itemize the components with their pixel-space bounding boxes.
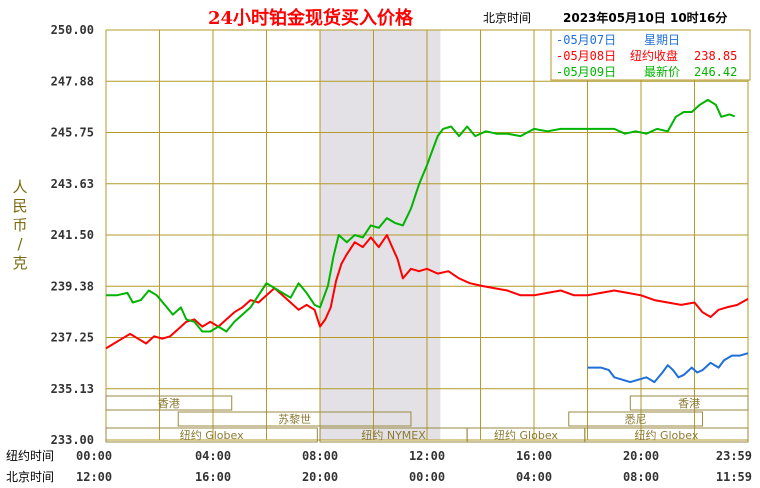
session-bracket (177, 411, 412, 427)
x-tick-bj: 08:00 (623, 470, 659, 484)
session-band: 纽约 Globex (105, 427, 318, 443)
session-label: 香港 (158, 397, 180, 410)
chart-title: 24小时铂金现货买入价格 (208, 7, 414, 29)
x-tick-labels: 00:00 04:00 08:00 12:00 16:00 20:00 23:59 12:00… (76, 449, 752, 484)
timezone-label: 北京时间 (483, 11, 531, 25)
bj-time-row-label: 北京时间 (6, 470, 54, 484)
grid (105, 29, 749, 441)
x-tick-bj: 12:00 (76, 470, 112, 484)
session-band: 香港 (105, 395, 233, 411)
series-line-05月07日 (587, 352, 749, 384)
x-tick-ny: 00:00 (76, 449, 112, 463)
y-tick-label: 239.38 (51, 279, 94, 293)
x-tick-ny: 23:59 (716, 449, 752, 463)
legend-label-green: 最新价 (644, 64, 680, 79)
y-tick-labels: 250.00 247.88 245.75 243.63 241.50 239.38 237.… (51, 23, 94, 447)
legend-prefix-blue: -05月07日 (556, 33, 616, 47)
session-label: 纽约 Globex (180, 428, 244, 442)
y-tick-label: 247.88 (51, 74, 94, 88)
session-label: 悉尼 (625, 413, 647, 426)
y-tick-label: 235.13 (51, 382, 94, 396)
legend: -05月07日 星期日 -05月08日 纽约收盘 238.85 -05月09日 … (550, 29, 751, 81)
y-axis-title-char: 人 (12, 178, 27, 196)
session-bracket (105, 395, 233, 411)
x-tick-ny: 08:00 (302, 449, 338, 463)
series-line-05月08日 (105, 234, 749, 350)
x-tick-bj: 04:00 (516, 470, 552, 484)
x-tick-ny: 12:00 (409, 449, 445, 463)
ny-time-row-label: 纽约时间 (6, 448, 54, 463)
session-label: 纽约 NYMEX (361, 428, 426, 442)
session-band: 纽约 Globex (584, 427, 749, 443)
x-tick-bj: 20:00 (302, 470, 338, 484)
x-tick-ny: 04:00 (195, 449, 231, 463)
y-tick-label: 233.00 (51, 433, 94, 447)
session-band: 苏黎世 (177, 411, 412, 427)
legend-value-red: 238.85 (694, 49, 737, 63)
legend-prefix-green: -05月09日 (556, 65, 616, 79)
y-tick-label: 245.75 (51, 126, 94, 140)
legend-label-blue: 星期日 (644, 33, 680, 47)
y-axis-title-char: 克 (12, 254, 27, 272)
y-tick-label: 241.50 (51, 228, 94, 242)
x-tick-bj: 00:00 (409, 470, 445, 484)
y-tick-label: 237.25 (51, 331, 94, 345)
session-bracket (568, 411, 704, 427)
session-band: 悉尼 (568, 411, 704, 427)
session-bracket (105, 427, 318, 443)
series-lines (105, 98, 749, 384)
x-tick-bj: 16:00 (195, 470, 231, 484)
y-axis-title-char: / (17, 235, 23, 253)
session-bracket (584, 427, 749, 443)
x-tick-ny: 16:00 (516, 449, 552, 463)
session-bracket (629, 395, 749, 411)
session-label: 纽约 Globex (494, 428, 558, 442)
session-label: 苏黎世 (278, 412, 311, 426)
y-tick-label: 250.00 (51, 23, 94, 37)
y-tick-label: 243.63 (51, 177, 94, 191)
y-axis-title: 人民币/克 (12, 178, 27, 272)
session-label: 香港 (678, 397, 700, 410)
y-axis-title-char: 币 (12, 216, 27, 234)
x-tick-bj: 11:59 (716, 470, 752, 484)
legend-label-red: 纽约收盘 (630, 48, 678, 63)
legend-prefix-red: -05月08日 (556, 49, 616, 63)
x-tick-ny: 20:00 (623, 449, 659, 463)
session-band: 香港 (629, 395, 749, 411)
session-label: 纽约 Globex (634, 428, 698, 442)
y-axis-title-char: 民 (12, 197, 27, 215)
series-line-05月09日 (106, 98, 735, 333)
datetime-label: 2023年05月10日 10时16分 (563, 10, 727, 25)
legend-box (550, 29, 751, 81)
legend-value-green: 246.42 (694, 65, 737, 79)
